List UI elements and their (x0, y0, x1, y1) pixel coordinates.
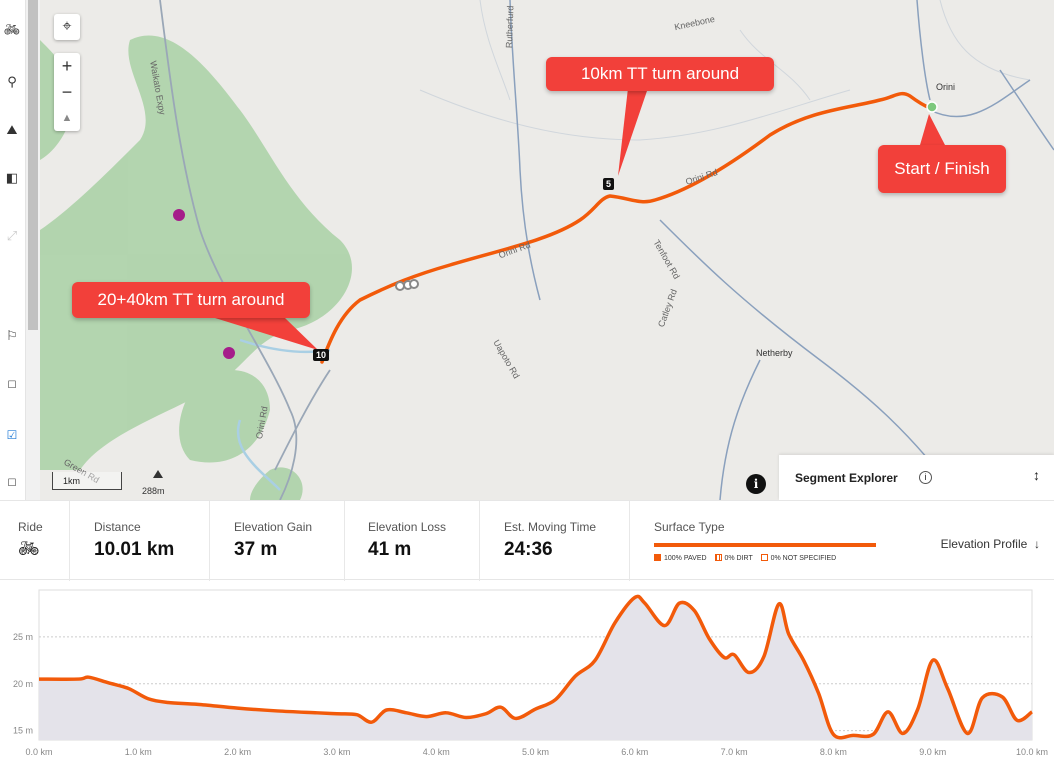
elevation-chart-svg: 15 m 20 m 25 m 0.0 km 1.0 km 2.0 km 3.0 km 4.0 … (13, 589, 1048, 757)
surface-legend: 100% PAVED 0% DIRT 0% NOT SPECIFIED (654, 554, 836, 562)
map-canvas (40, 0, 1054, 500)
peak-icon (153, 470, 163, 478)
ride-label: Ride (18, 520, 43, 534)
x-tick-label: 1.0 km (125, 747, 152, 757)
streams (419, 0, 1031, 141)
callout-pointer-tt10 (618, 88, 648, 176)
scrollbar-thumb[interactable] (28, 0, 38, 330)
elevation-line (38, 594, 1034, 740)
left-toolbar: 🚲︎ ⚲ ⛰︎ ◧ ⤢ ⚐ ☐ ☑ ☐ (0, 0, 26, 500)
start-point[interactable] (926, 101, 938, 113)
y-tick-label: 20 m (13, 679, 33, 689)
callout-tt2040: 20+40km TT turn around (72, 282, 310, 318)
elevation-profile-label: Elevation Profile (940, 537, 1028, 551)
flag-icon[interactable]: ⚐ (6, 328, 18, 343)
x-tick-label: 6.0 km (621, 747, 648, 757)
moving-time-value: 24:36 (504, 539, 553, 560)
x-tick-label: 5.0 km (522, 747, 549, 757)
callout-start-finish: Start / Finish (878, 145, 1006, 193)
stat-elevation-gain: Elevation Gain 37 m (210, 501, 345, 581)
x-tick-label: 9.0 km (919, 747, 946, 757)
surface-type: Surface Type 100% PAVED 0% DIRT 0% NOT S… (654, 501, 884, 581)
x-tick-label: 10.0 km (1016, 747, 1048, 757)
bike-icon[interactable]: 🚲︎ (3, 22, 21, 37)
x-tick-label: 8.0 km (820, 747, 847, 757)
segment-explorer[interactable]: Segment Explorer i ↕ (779, 455, 1054, 500)
moving-time-label: Est. Moving Time (504, 520, 597, 534)
surface-type-label: Surface Type (654, 520, 725, 534)
dirt-label: 0% DIRT (724, 555, 753, 562)
route-line[interactable] (320, 91, 932, 364)
checkbox-checked[interactable]: ☑ (6, 428, 18, 442)
distance-value: 10.01 km (94, 539, 175, 560)
surface-bar (654, 543, 876, 547)
crosshair-icon[interactable]: ⌖ (62, 18, 72, 35)
elevation-chart[interactable]: 15 m 20 m 25 m 0.0 km 1.0 km 2.0 km 3.0 km 4.0 … (0, 580, 1054, 765)
map-label-rutherfurd: Rutherfurd (504, 5, 516, 49)
elevation-loss-value: 41 m (368, 539, 412, 560)
dirt-swatch (714, 554, 722, 561)
map-scale: 1km (52, 472, 122, 490)
checkbox-unchecked-2[interactable]: ☐ (7, 478, 17, 489)
map-label-orini: Orini (936, 82, 956, 92)
not-specified-swatch (760, 554, 768, 561)
elevation-gain-value: 37 m (234, 539, 278, 560)
callout-pointer-start (920, 114, 945, 145)
scrollbar[interactable] (26, 0, 40, 500)
elevation-loss-label: Elevation Loss (368, 520, 447, 534)
layers-icon[interactable]: ◧ (5, 170, 19, 185)
roads (509, 0, 1054, 500)
x-tick-label: 0.0 km (25, 747, 52, 757)
bike-icon: 🚲︎ (18, 539, 40, 558)
paved-label: 100% PAVED (664, 555, 707, 562)
checkbox-unchecked[interactable]: ☐ (7, 380, 17, 391)
x-tick-label: 2.0 km (224, 747, 251, 757)
elevation-profile-button[interactable]: Elevation Profile ↓ (941, 537, 1040, 551)
x-tick-label: 3.0 km (323, 747, 350, 757)
stat-distance: Distance 10.01 km (70, 501, 210, 581)
distance-label: Distance (94, 520, 141, 534)
mountain-icon[interactable]: ⛰︎ (6, 122, 18, 137)
elevation-area (39, 596, 1032, 740)
poi-icon-2[interactable] (223, 347, 235, 359)
paved-swatch (654, 554, 661, 561)
forest-areas (40, 35, 352, 500)
locate-control[interactable]: ⌖ (54, 14, 80, 40)
not-specified-label: 0% NOT SPECIFIED (770, 555, 837, 562)
expand-icon[interactable]: ↕ (1033, 467, 1040, 483)
km-marker-10[interactable]: 10 (313, 349, 330, 361)
y-tick-label: 25 m (13, 632, 33, 642)
info-button[interactable]: i (746, 474, 766, 494)
waypoint-1[interactable] (395, 281, 405, 291)
route-stats-bar: Ride 🚲︎ Distance 10.01 km Elevation Gain… (0, 500, 1054, 581)
segment-explorer-title: Segment Explorer (795, 471, 898, 485)
chevron-down-icon: ↓ (1030, 537, 1040, 551)
zoom-in-button[interactable]: + (61, 56, 73, 76)
x-tick-label: 7.0 km (721, 747, 748, 757)
callout-pointer-tt2040 (215, 318, 318, 350)
stat-elevation-loss: Elevation Loss 41 m (345, 501, 480, 581)
info-icon[interactable]: i (919, 471, 932, 484)
zoom-out-button[interactable]: − (61, 82, 73, 102)
compass-icon[interactable]: ▲ (61, 112, 73, 124)
y-tick-label: 15 m (13, 726, 33, 736)
waypoint-3[interactable] (409, 279, 419, 289)
route-type-icon[interactable]: ⚲ (7, 74, 17, 89)
callout-tt10: 10km TT turn around (546, 57, 774, 91)
elevation-gain-label: Elevation Gain (234, 520, 313, 534)
map-view[interactable]: Orini Netherby Waikato Expy Orini Rd Ori… (40, 0, 1054, 500)
map-label-peak: 288m (142, 486, 165, 496)
stat-ride: Ride 🚲︎ (0, 501, 70, 581)
stat-moving-time: Est. Moving Time 24:36 (480, 501, 630, 581)
x-tick-label: 4.0 km (423, 747, 450, 757)
km-marker-5[interactable]: 5 (603, 178, 615, 190)
map-label-netherby: Netherby (756, 348, 793, 358)
poi-icon[interactable] (173, 209, 185, 221)
zoom-controls: + − ▲ (54, 53, 80, 131)
resize-icon[interactable]: ⤢ (6, 228, 18, 243)
